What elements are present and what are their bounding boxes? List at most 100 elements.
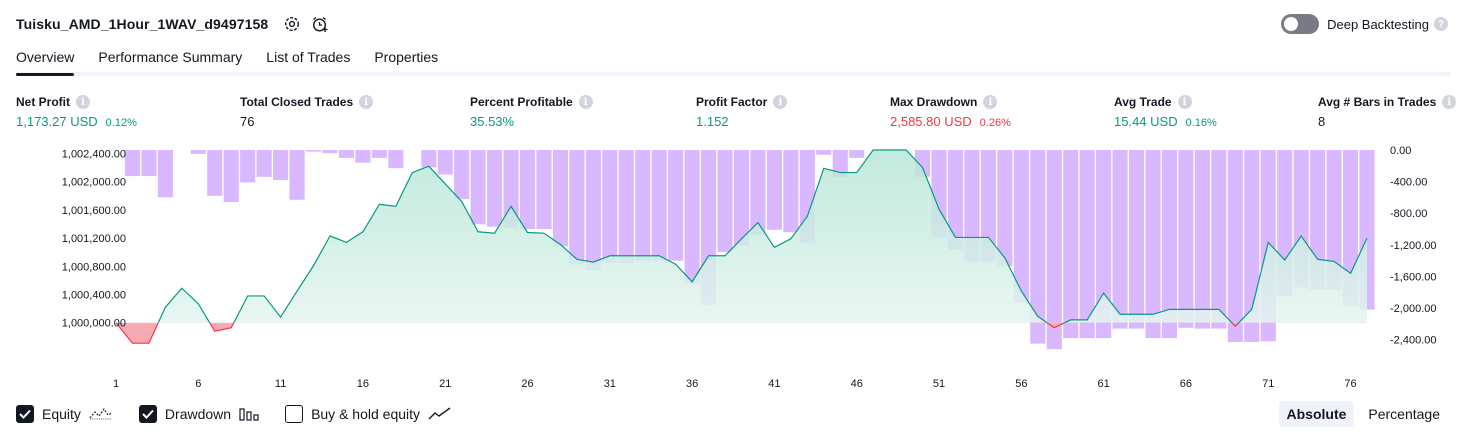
stat-value: 35.53% (470, 114, 514, 129)
legend-equity[interactable]: Equity (16, 405, 113, 423)
drawdown-bar (602, 150, 617, 263)
stat-value: 1.152 (696, 114, 729, 129)
x-tick-label: 31 (604, 378, 616, 390)
drawdown-bar (454, 150, 469, 199)
drawdown-bar (207, 150, 222, 196)
stat-label: Max Drawdown (890, 95, 977, 109)
help-icon[interactable]: ? (1434, 17, 1448, 31)
stat-percent: 0.16% (1186, 117, 1217, 129)
chart-legend: Equity Drawdown Buy & hold equity (16, 403, 478, 425)
y-tick-label: 1,000,000.00 (62, 318, 126, 330)
x-tick-label: 1 (113, 378, 119, 390)
x-tick-label: 11 (275, 378, 286, 390)
stat-avg-bars: Avg # Bars in Trades i 8 (1318, 94, 1456, 132)
y-right-tick-label: 0.00 (1390, 145, 1411, 157)
stat-label: Avg Trade (1114, 95, 1172, 109)
info-icon[interactable]: i (579, 95, 593, 109)
drawdown-bar (158, 150, 173, 197)
info-icon[interactable]: i (773, 95, 787, 109)
tab-list-of-trades[interactable]: List of Trades (266, 44, 350, 72)
y-right-tick-label: -800.00 (1390, 208, 1427, 220)
legend-buy-hold[interactable]: Buy & hold equity (285, 405, 452, 423)
info-icon[interactable]: i (76, 95, 90, 109)
x-tick-label: 26 (521, 378, 533, 390)
value-mode-switch: Absolute Percentage (1279, 400, 1449, 428)
drawdown-bar (191, 150, 206, 154)
stat-label: Profit Factor (696, 95, 767, 109)
gear-icon[interactable] (282, 14, 302, 34)
stat-percent: 0.12% (106, 117, 137, 129)
drawdown-bar (997, 150, 1012, 266)
drawdown-bar (273, 150, 288, 180)
stat-net-profit: Net Profit i 1,173.27 USD 0.12% (16, 94, 137, 132)
stat-percent-profitable: Percent Profitable i 35.53% (470, 94, 593, 132)
x-tick-label: 66 (1180, 378, 1192, 390)
drawdown-bar (257, 150, 272, 177)
y-tick-label: 1,002,000.00 (62, 177, 126, 189)
x-tick-label: 16 (357, 378, 369, 390)
x-axis: 1 6 11 16 21 26 31 36 41 46 51 56 61 66 71 76 (113, 378, 1357, 390)
equity-drawdown-chart[interactable]: 1,002,400.00 1,002,000.00 1,001,600.00 1,00… (0, 140, 1466, 392)
percentage-button[interactable]: Percentage (1360, 401, 1448, 427)
report-header: Tuisku_AMD_1Hour_1WAV_d9497158 (16, 12, 330, 36)
drawdown-bar (1211, 150, 1226, 329)
tab-performance-summary[interactable]: Performance Summary (98, 44, 242, 72)
y-tick-label: 1,000,800.00 (62, 261, 126, 273)
stat-value: 2,585.80 USD (890, 114, 972, 129)
y-right-tick-label: -400.00 (1390, 177, 1427, 189)
equity-checkbox[interactable] (16, 405, 34, 423)
drawdown-bar (487, 150, 502, 227)
stat-label: Total Closed Trades (240, 95, 353, 109)
y-tick-label: 1,000,400.00 (62, 290, 126, 302)
drawdown-bar (619, 150, 634, 263)
y-right-tick-label: -2,000.00 (1390, 303, 1436, 315)
stat-percent: 0.26% (980, 117, 1011, 129)
info-icon[interactable]: i (983, 95, 997, 109)
y-tick-label: 1,001,600.00 (62, 205, 126, 217)
stat-profit-factor: Profit Factor i 1.152 (696, 94, 787, 132)
y-right-tick-label: -2,400.00 (1390, 335, 1436, 347)
drawdown-bar (1195, 150, 1210, 329)
buy-hold-checkbox[interactable] (285, 405, 303, 423)
report-tabs: Overview Performance Summary List of Tra… (16, 44, 1450, 76)
drawdown-bar (569, 150, 584, 265)
stat-label: Net Profit (16, 95, 70, 109)
stat-max-drawdown: Max Drawdown i 2,585.80 USD 0.26% (890, 94, 1011, 132)
drawdown-bar (1228, 150, 1243, 342)
drawdown-bar (635, 150, 650, 261)
deep-backtesting-toggle[interactable] (1281, 14, 1319, 34)
drawdown-bar (322, 150, 337, 153)
tab-overview[interactable]: Overview (16, 44, 74, 72)
tab-properties[interactable]: Properties (374, 44, 438, 72)
legend-label: Drawdown (165, 406, 231, 422)
drawdown-bars-icon (239, 407, 259, 421)
y-right-tick-label: -1,200.00 (1390, 240, 1436, 252)
drawdown-bar (240, 150, 255, 182)
drawdown-bar (1129, 150, 1144, 329)
drawdown-bar (652, 150, 667, 261)
info-icon[interactable]: i (1178, 95, 1192, 109)
drawdown-bar (783, 150, 798, 232)
drawdown-bar (355, 150, 370, 163)
drawdown-bar (224, 150, 239, 202)
drawdown-bar (1063, 150, 1078, 338)
drawdown-bar (717, 150, 732, 252)
deep-backtesting-label: Deep Backtesting (1327, 17, 1429, 32)
x-tick-label: 21 (439, 378, 451, 390)
x-tick-label: 46 (851, 378, 863, 390)
x-tick-label: 36 (686, 378, 698, 390)
info-icon[interactable]: i (359, 95, 373, 109)
drawdown-bar (668, 150, 683, 261)
add-alert-clock-icon[interactable] (310, 14, 330, 34)
info-icon[interactable]: i (1442, 95, 1456, 109)
absolute-button[interactable]: Absolute (1279, 401, 1355, 427)
equity-line-icon (89, 407, 113, 421)
y-tick-label: 1,001,200.00 (62, 233, 126, 245)
deep-backtesting: Deep Backtesting ? (1281, 12, 1448, 36)
drawdown-checkbox[interactable] (139, 405, 157, 423)
drawdown-bar (141, 150, 156, 176)
stat-value: 8 (1318, 114, 1325, 129)
legend-drawdown[interactable]: Drawdown (139, 405, 259, 423)
buy-hold-line-icon (428, 407, 452, 421)
y-right-tick-label: -1,600.00 (1390, 271, 1436, 283)
